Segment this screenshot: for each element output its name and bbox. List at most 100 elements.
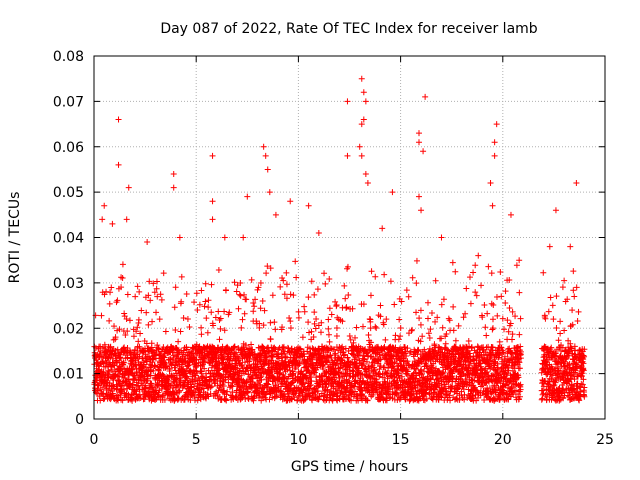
data-point [344, 98, 351, 105]
data-point [360, 89, 367, 96]
data-point [573, 180, 580, 187]
data-point [413, 257, 420, 264]
data-point [317, 329, 324, 336]
data-point [387, 278, 394, 285]
data-point [205, 304, 212, 311]
data-point [130, 333, 137, 340]
data-point [362, 170, 369, 177]
data-point [570, 287, 577, 294]
data-point [382, 336, 389, 343]
data-point [178, 273, 185, 280]
data-point [499, 315, 506, 322]
data-point [172, 327, 179, 334]
data-point [553, 325, 560, 332]
data-point [305, 202, 312, 209]
data-point [116, 326, 123, 333]
data-point [170, 184, 177, 191]
data-point [367, 292, 374, 299]
data-point [470, 269, 477, 276]
data-point [494, 312, 501, 319]
data-point [162, 328, 169, 335]
data-point [416, 315, 423, 322]
data-point [138, 307, 145, 314]
data-point [266, 189, 273, 196]
data-point [481, 302, 488, 309]
data-point [475, 252, 482, 259]
data-point [112, 334, 119, 341]
data-point [405, 293, 412, 300]
data-point [149, 318, 156, 325]
data-point [248, 276, 255, 283]
data-point [415, 193, 422, 200]
data-point [485, 263, 492, 270]
data-point [325, 325, 332, 332]
data-point [113, 386, 120, 393]
data-point [134, 324, 141, 331]
data-point [362, 98, 369, 105]
data-point [443, 391, 450, 398]
data-point [194, 397, 201, 404]
data-point [217, 325, 224, 332]
data-point [419, 333, 426, 340]
data-point [383, 316, 390, 323]
data-point [438, 234, 445, 241]
data-point [240, 234, 247, 241]
x-axis-title: GPS time / hours [291, 459, 408, 475]
data-point [97, 397, 104, 404]
data-point [367, 325, 374, 332]
data-point [135, 338, 142, 345]
data-point [472, 289, 479, 296]
data-point [204, 329, 211, 336]
data-point [301, 308, 308, 315]
data-point [135, 316, 142, 323]
data-point [392, 332, 399, 339]
data-point [108, 366, 115, 373]
x-tick-label: 25 [596, 432, 614, 448]
data-point [117, 366, 124, 373]
data-point [183, 374, 190, 381]
data-point [581, 384, 588, 391]
x-tick-label: 0 [90, 432, 99, 448]
data-point [176, 387, 183, 394]
data-point [155, 367, 162, 374]
data-point [326, 338, 333, 345]
data-point [364, 180, 371, 187]
data-point [507, 211, 514, 218]
chart-title: Day 087 of 2022, Rate Of TEC Index for r… [160, 21, 537, 37]
data-point [198, 331, 205, 338]
data-point [313, 316, 320, 323]
data-point [325, 331, 332, 338]
y-axis-title: ROTI / TECUs [7, 192, 23, 284]
data-point [231, 279, 238, 286]
data-point [269, 292, 276, 299]
data-point [209, 198, 216, 205]
data-point [198, 324, 205, 331]
data-point [287, 291, 294, 298]
data-point [287, 198, 294, 205]
data-point [208, 281, 215, 288]
data-point [193, 290, 200, 297]
data-point [344, 152, 351, 159]
data-point [490, 301, 497, 308]
data-point [166, 365, 173, 372]
data-point [491, 152, 498, 159]
data-point [263, 270, 270, 277]
data-point [194, 370, 201, 377]
data-point [295, 308, 302, 315]
data-point [333, 301, 340, 308]
data-point [178, 298, 185, 305]
data-point [160, 270, 167, 277]
data-point [305, 294, 312, 301]
data-point [153, 278, 160, 285]
data-point [453, 395, 460, 402]
data-point [104, 355, 111, 362]
data-point [321, 270, 328, 277]
data-point [573, 284, 580, 291]
data-point [117, 354, 124, 361]
data-point [132, 293, 139, 300]
data-point [172, 284, 179, 291]
data-point [137, 330, 144, 337]
data-point [557, 318, 564, 325]
data-point [136, 353, 143, 360]
